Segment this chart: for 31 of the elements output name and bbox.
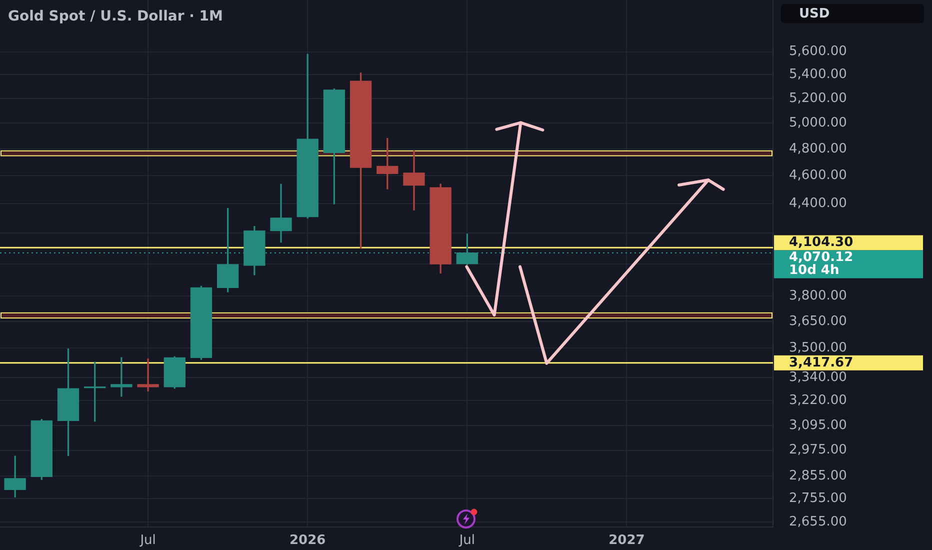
- candlestick: [403, 150, 425, 210]
- y-tick-label: 5,600.00: [789, 44, 847, 60]
- y-tick-label: 5,000.00: [789, 116, 847, 131]
- text: Gold Spot / U.S. Dollar · 1M: [8, 8, 223, 25]
- x-tick-label: Jul: [458, 533, 476, 548]
- x-tick-label: 2026: [290, 533, 326, 548]
- y-tick-label: 2,855.00: [789, 468, 847, 484]
- y-tick-label: 4,400.00: [789, 196, 847, 212]
- x-tick-label: Jul: [139, 533, 156, 548]
- ref-line-label: 3,417.67: [789, 355, 854, 370]
- y-tick-label: 4,800.00: [789, 141, 847, 156]
- y-tick-label: 3,220.00: [789, 392, 847, 408]
- y-tick-label: 3,500.00: [789, 340, 847, 356]
- y-tick-label: 2,975.00: [789, 442, 847, 458]
- ref-line-label: 4,104.30: [789, 235, 854, 250]
- y-tick-label: 3,095.00: [789, 418, 847, 433]
- y-tick-label: 3,340.00: [789, 370, 847, 385]
- y-tick-label: 2,755.00: [789, 491, 847, 506]
- candlestick: [137, 358, 159, 392]
- y-tick-label: 5,400.00: [789, 67, 847, 82]
- ref-line-label: 4,070.12: [789, 250, 854, 266]
- y-tick-label: 5,200.00: [789, 90, 847, 106]
- y-tick-label: 2,655.00: [789, 514, 847, 530]
- candlestick: [110, 357, 132, 397]
- y-axis-title: USD: [799, 6, 830, 22]
- candlestick: [270, 184, 292, 243]
- x-tick-label: 2027: [608, 533, 645, 548]
- y-tick-label: 4,600.00: [789, 168, 847, 184]
- y-tick-label: 3,800.00: [789, 288, 847, 304]
- y-tick-label: 3,650.00: [789, 314, 847, 329]
- text: 10d 4h: [789, 263, 840, 278]
